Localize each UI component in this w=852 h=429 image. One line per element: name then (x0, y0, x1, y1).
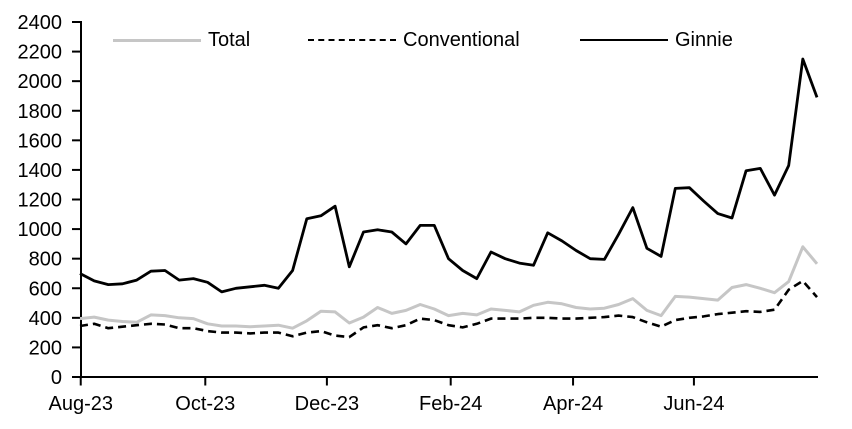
y-tick-label: 200 (29, 337, 62, 359)
y-axis: 0 200 400 600 800 1000 1200 1400 1600 1800 2000 220… (18, 12, 82, 389)
x-tick-label: Dec-23 (295, 393, 359, 415)
y-tick-label: 2000 (18, 71, 63, 93)
x-tick-label: Apr-24 (543, 393, 603, 415)
legend-label-total: Total (208, 29, 251, 51)
conventional-line-swatch (308, 39, 396, 41)
y-tick-label: 0 (51, 367, 62, 389)
y-tick-label: 600 (29, 278, 62, 300)
legend-item-conventional: Conventional (308, 28, 520, 52)
x-tick-label: Oct-23 (175, 393, 235, 415)
y-tick-label: 1000 (18, 219, 63, 241)
x-tick-label: Jun-24 (663, 393, 724, 415)
series-lines (79, 57, 819, 339)
x-axis: Aug-23 Oct-23 Dec-23 Feb-24 Apr-24 Jun-24 (48, 376, 818, 415)
legend-item-ginnie: Ginnie (580, 28, 733, 52)
y-tick-label: 800 (29, 249, 62, 271)
chart-legend: Total Conventional Ginnie (0, 0, 852, 56)
y-tick-label: 1600 (18, 130, 63, 152)
legend-item-total: Total (113, 28, 250, 52)
ginnie-line (79, 57, 819, 294)
ginnie-line-swatch (580, 39, 668, 41)
x-tick-label: Aug-23 (48, 393, 113, 415)
y-tick-label: 1200 (18, 190, 63, 212)
y-tick-label: 1400 (18, 160, 63, 182)
y-tick-label: 400 (29, 308, 62, 330)
total-line (79, 245, 819, 330)
legend-label-ginnie: Ginnie (675, 29, 733, 51)
total-line-swatch (113, 38, 201, 42)
y-tick-label: 2200 (18, 42, 63, 64)
conventional-line (79, 279, 818, 339)
y-tick-label: 2400 (18, 12, 63, 34)
y-tick-label: 1800 (18, 101, 63, 123)
legend-label-conventional: Conventional (403, 29, 520, 51)
x-tick-label: Feb-24 (419, 393, 482, 415)
